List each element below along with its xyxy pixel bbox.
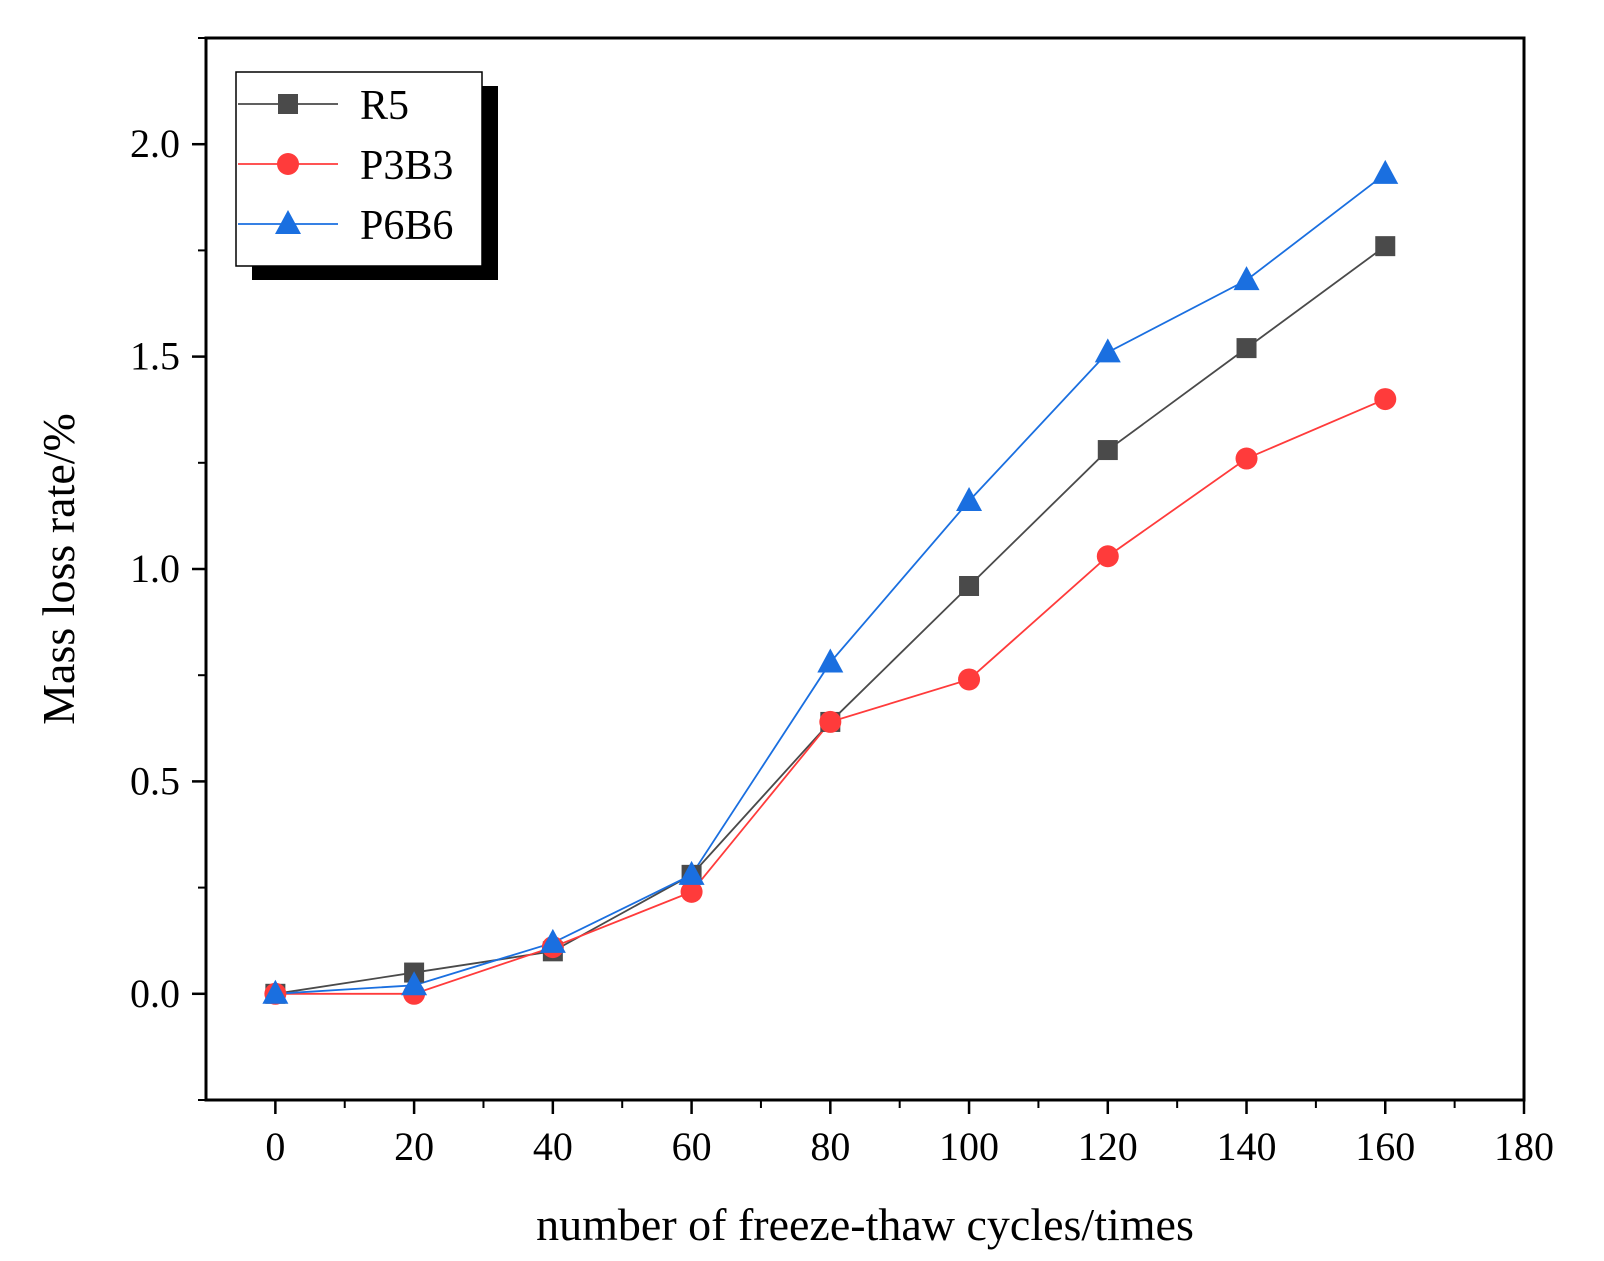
data-point-p3b3	[819, 710, 842, 733]
data-point-p3b3	[958, 668, 981, 691]
data-point-p3b3	[1374, 388, 1397, 411]
x-axis-title: number of freeze-thaw cycles/times	[536, 1199, 1194, 1250]
y-tick-label: 2.0	[130, 121, 180, 166]
legend-entries: R5 P3B3 P6B6	[238, 83, 453, 249]
data-point-p6b6	[1233, 266, 1260, 291]
data-point-r5	[1375, 236, 1396, 257]
y-axis-title: Mass loss rate/%	[33, 413, 84, 725]
y-tick-label: 0.5	[130, 758, 180, 803]
legend-marker-p3b3	[277, 153, 299, 175]
legend-marker-r5	[278, 94, 298, 114]
y-tick-label: 0.0	[130, 971, 180, 1016]
data-point-r5	[1236, 338, 1257, 359]
x-tick-label: 160	[1355, 1124, 1415, 1169]
data-point-p6b6	[678, 860, 705, 885]
series-lines	[275, 173, 1386, 995]
legend: R5 P3B3 P6B6	[235, 71, 498, 280]
data-point-p6b6	[539, 928, 566, 953]
legend-label-p3b3: P3B3	[360, 143, 453, 189]
x-tick-label: 120	[1078, 1124, 1138, 1169]
plot-frame	[204, 36, 1526, 1102]
data-point-r5	[1097, 440, 1118, 461]
x-tick-label: 40	[533, 1124, 573, 1169]
data-point-r5	[959, 575, 980, 596]
legend-marker-p6b6	[275, 210, 301, 234]
ticks-layer: 0 20 40 60 80 100 120 140 160 180 0.0 0.5 1.0 1.5 2.0	[130, 37, 1554, 1169]
data-point-p6b6	[817, 648, 844, 673]
x-tick-label: 100	[939, 1124, 999, 1169]
data-point-p3b3	[680, 880, 703, 903]
data-point-p3b3	[1235, 447, 1258, 470]
legend-label-p6b6: P6B6	[360, 203, 453, 249]
data-point-p3b3	[1096, 545, 1119, 568]
series-markers	[262, 159, 1399, 1005]
data-point-p6b6	[956, 487, 983, 512]
series-line-p6b6	[275, 173, 1386, 995]
x-tick-label: 80	[810, 1124, 850, 1169]
y-tick-label: 1.5	[130, 334, 180, 379]
x-tick-label: 20	[394, 1124, 434, 1169]
data-point-p6b6	[1372, 159, 1399, 184]
data-point-p6b6	[1094, 338, 1121, 363]
x-tick-label: 140	[1217, 1124, 1277, 1169]
x-tick-label: 0	[265, 1124, 285, 1169]
legend-label-r5: R5	[360, 83, 409, 129]
y-tick-label: 1.0	[130, 546, 180, 591]
x-tick-label: 60	[672, 1124, 712, 1169]
data-point-p6b6	[262, 979, 289, 1004]
series-line-p3b3	[275, 398, 1386, 995]
series-line-r5	[275, 245, 1386, 995]
x-tick-label: 180	[1494, 1124, 1554, 1169]
data-point-p6b6	[401, 971, 428, 996]
